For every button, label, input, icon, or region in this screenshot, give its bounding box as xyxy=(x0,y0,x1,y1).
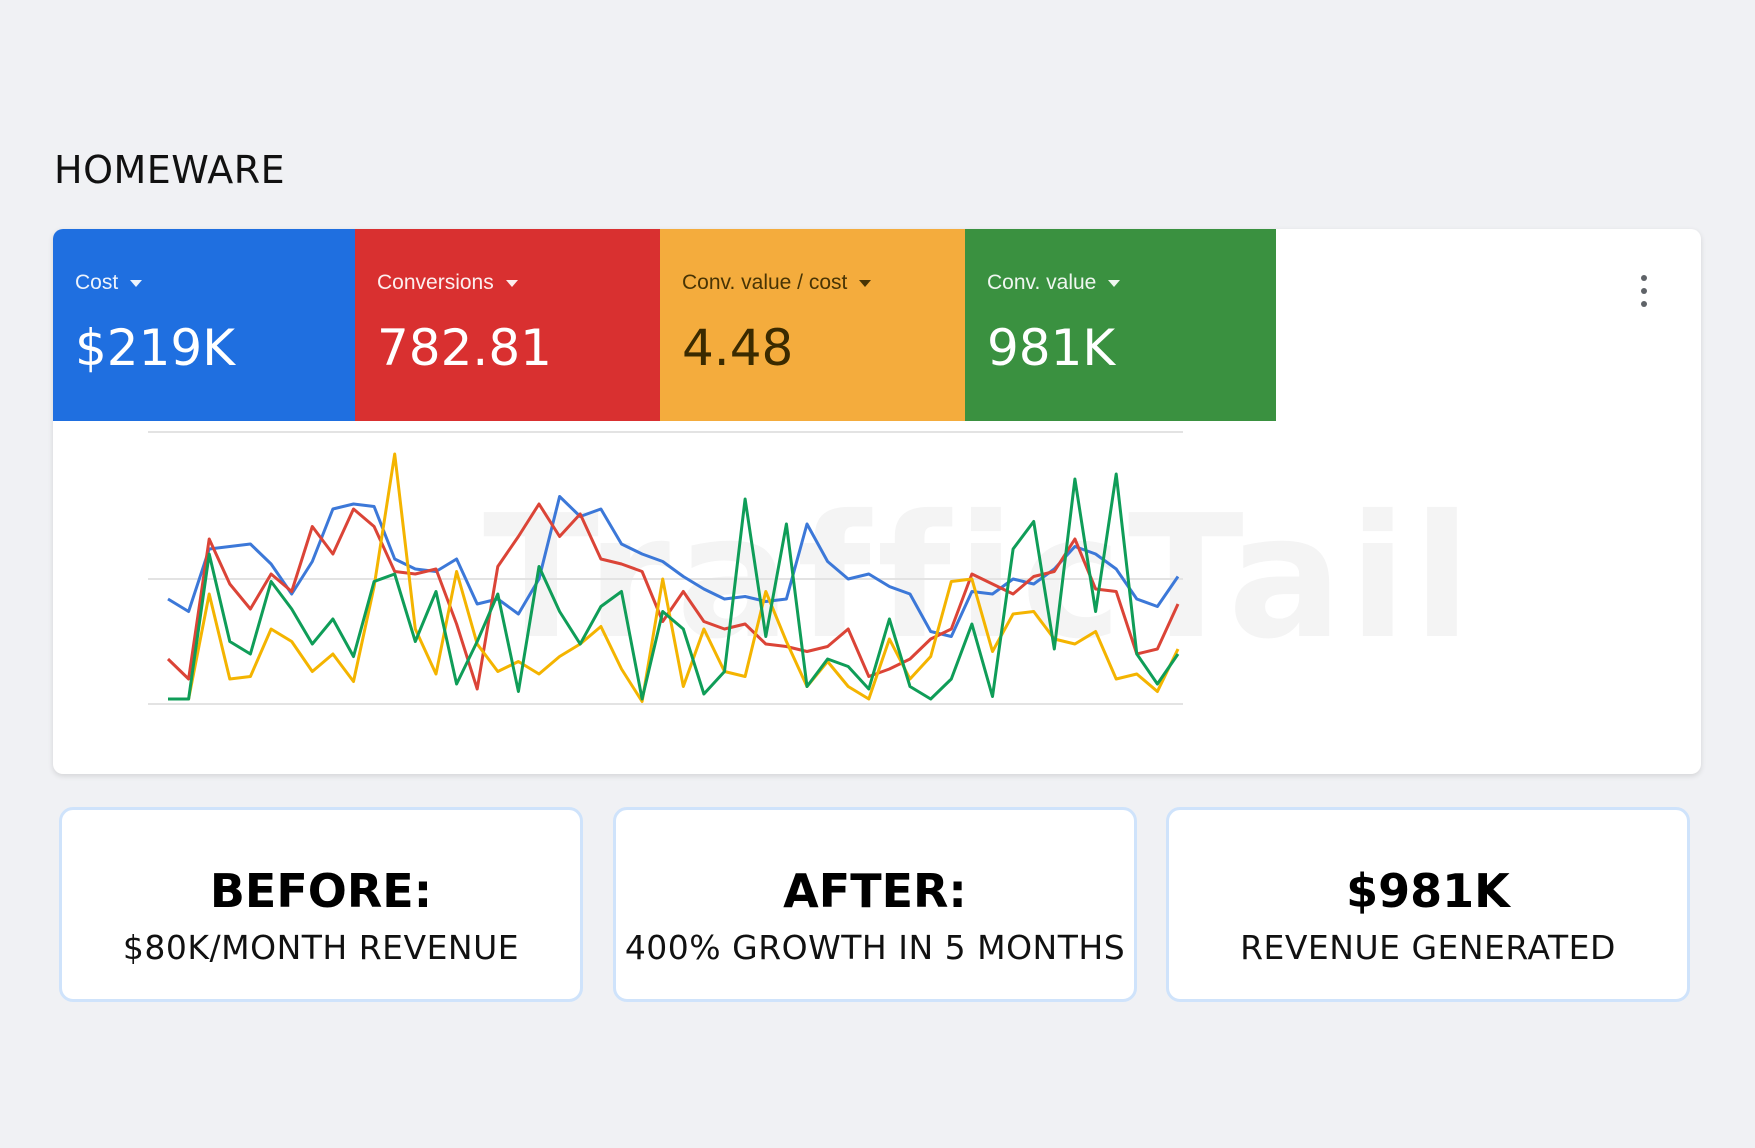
stat-card-revenue: $981K REVENUE GENERATED xyxy=(1166,807,1690,1002)
metric-tile-cost[interactable]: Cost $219K xyxy=(53,229,355,421)
metric-value: $219K xyxy=(75,319,236,377)
dropdown-arrow-icon[interactable] xyxy=(130,279,143,287)
metric-tile-conversions[interactable]: Conversions 782.81 xyxy=(355,229,660,421)
metric-label: Cost xyxy=(75,271,119,294)
stat-subtitle: 400% GROWTH IN 5 MONTHS xyxy=(624,928,1126,967)
series-line-2 xyxy=(168,452,1180,703)
chart-grid xyxy=(148,431,1183,705)
metric-label: Conv. value / cost xyxy=(682,271,848,294)
performance-line-chart xyxy=(148,431,1183,705)
stat-title: BEFORE: xyxy=(209,864,433,918)
metric-value: 981K xyxy=(987,319,1116,377)
dropdown-arrow-icon[interactable] xyxy=(1108,279,1121,287)
dropdown-arrow-icon[interactable] xyxy=(505,279,518,287)
metric-value: 782.81 xyxy=(377,319,552,377)
metric-tile-conv-value[interactable]: Conv. value 981K xyxy=(965,229,1276,421)
stat-card-after: AFTER: 400% GROWTH IN 5 MONTHS xyxy=(613,807,1137,1002)
stat-subtitle: REVENUE GENERATED xyxy=(1240,928,1616,967)
metric-label: Conv. value xyxy=(987,271,1097,294)
metric-label: Conversions xyxy=(377,271,494,294)
series-line-1 xyxy=(166,502,1180,691)
series-line-3 xyxy=(168,472,1180,701)
dropdown-arrow-icon[interactable] xyxy=(859,279,872,287)
chart-series xyxy=(166,452,1180,703)
stat-subtitle: $80K/MONTH REVENUE xyxy=(122,928,520,967)
metric-value: 4.48 xyxy=(682,319,794,377)
page-title: HOMEWARE xyxy=(54,148,286,192)
stat-title: $981K xyxy=(1346,864,1510,918)
stat-card-before: BEFORE: $80K/MONTH REVENUE xyxy=(59,807,583,1002)
performance-overview-card: Cost $219K Conversions 782.81 Conv. valu… xyxy=(53,229,1701,774)
metric-tiles: Cost $219K Conversions 782.81 Conv. valu… xyxy=(53,229,1276,421)
series-line-0 xyxy=(167,495,1180,638)
more-vert-icon[interactable] xyxy=(1639,275,1649,307)
metric-tile-conv-value-cost[interactable]: Conv. value / cost 4.48 xyxy=(660,229,965,421)
stat-title: AFTER: xyxy=(783,864,967,918)
